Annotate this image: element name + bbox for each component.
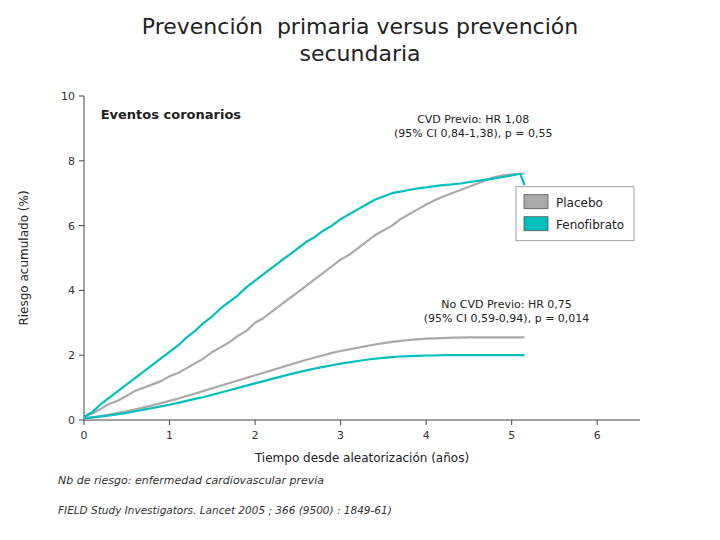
- footnote: Nb de riesgo: enfermedad cardiovascular …: [58, 474, 324, 487]
- x-tick: [169, 420, 170, 425]
- text-line: (95% CI 0,59-0,94), p = 0,014: [424, 312, 590, 325]
- legend-swatch: [524, 195, 548, 209]
- x-tick-label: 1: [166, 429, 173, 442]
- y-tick: [79, 160, 84, 161]
- y-tick: [79, 290, 84, 291]
- series-line: [84, 355, 525, 418]
- x-tick: [340, 420, 341, 425]
- y-tick-label: 8: [68, 155, 75, 168]
- x-tick-label: 4: [423, 429, 430, 442]
- annotation: CVD Previo: HR 1,08(95% CI 0,84-1,38), p…: [394, 113, 553, 140]
- text-line: No CVD Previo: HR 0,75: [441, 298, 572, 311]
- y-tick: [79, 225, 84, 226]
- y-tick: [79, 355, 84, 356]
- y-tick-label: 6: [68, 220, 75, 233]
- x-tick: [426, 420, 427, 425]
- series-line: [84, 174, 525, 417]
- x-tick-label: 2: [252, 429, 259, 442]
- x-tick-label: 5: [508, 429, 515, 442]
- x-axis-line: [84, 420, 640, 421]
- y-axis-line: [84, 96, 85, 420]
- x-tick-label: 3: [337, 429, 344, 442]
- x-axis-label: Tiempo desde aleatorización (años): [254, 451, 469, 465]
- y-tick: [79, 420, 84, 421]
- text-line: (95% CI 0,84-1,38), p = 0,55: [394, 127, 553, 140]
- text-line: Eventos coronarios: [101, 107, 242, 122]
- x-tick: [84, 420, 85, 425]
- annotation: No CVD Previo: HR 0,75(95% CI 0,59-0,94)…: [424, 298, 590, 325]
- y-tick: [79, 96, 84, 97]
- y-axis-label: Riesgo acumulado (%): [17, 190, 31, 325]
- x-tick-label: 0: [81, 429, 88, 442]
- title: Prevención primaria versus prevenciónsec…: [142, 14, 578, 66]
- legend-frame: [516, 187, 634, 241]
- chart: Prevención primaria versus prevenciónsec…: [0, 0, 720, 540]
- legend: Placebo Fenofibrato: [516, 187, 634, 241]
- lines: [84, 174, 525, 419]
- y-tick-label: 10: [61, 90, 75, 103]
- x-tick-label: 6: [594, 429, 601, 442]
- series-line: [84, 174, 525, 417]
- text-line: Prevención primaria versus prevención: [142, 14, 578, 39]
- text-line: CVD Previo: HR 1,08: [417, 113, 529, 126]
- y-tick-label: 0: [68, 414, 75, 427]
- annotation: Eventos coronarios: [101, 107, 242, 122]
- x-tick: [597, 420, 598, 425]
- text-line: secundaria: [299, 41, 420, 66]
- y-tick-label: 4: [68, 284, 75, 297]
- legend-swatch: [524, 217, 548, 231]
- x-tick: [255, 420, 256, 425]
- legend-label: Placebo: [556, 196, 603, 210]
- x-tick: [511, 420, 512, 425]
- y-tick-label: 2: [68, 349, 75, 362]
- series-line: [84, 337, 525, 418]
- legend-label: Fenofibrato: [556, 218, 624, 232]
- footnote: FIELD Study Investigators. Lancet 2005 ;…: [58, 504, 392, 516]
